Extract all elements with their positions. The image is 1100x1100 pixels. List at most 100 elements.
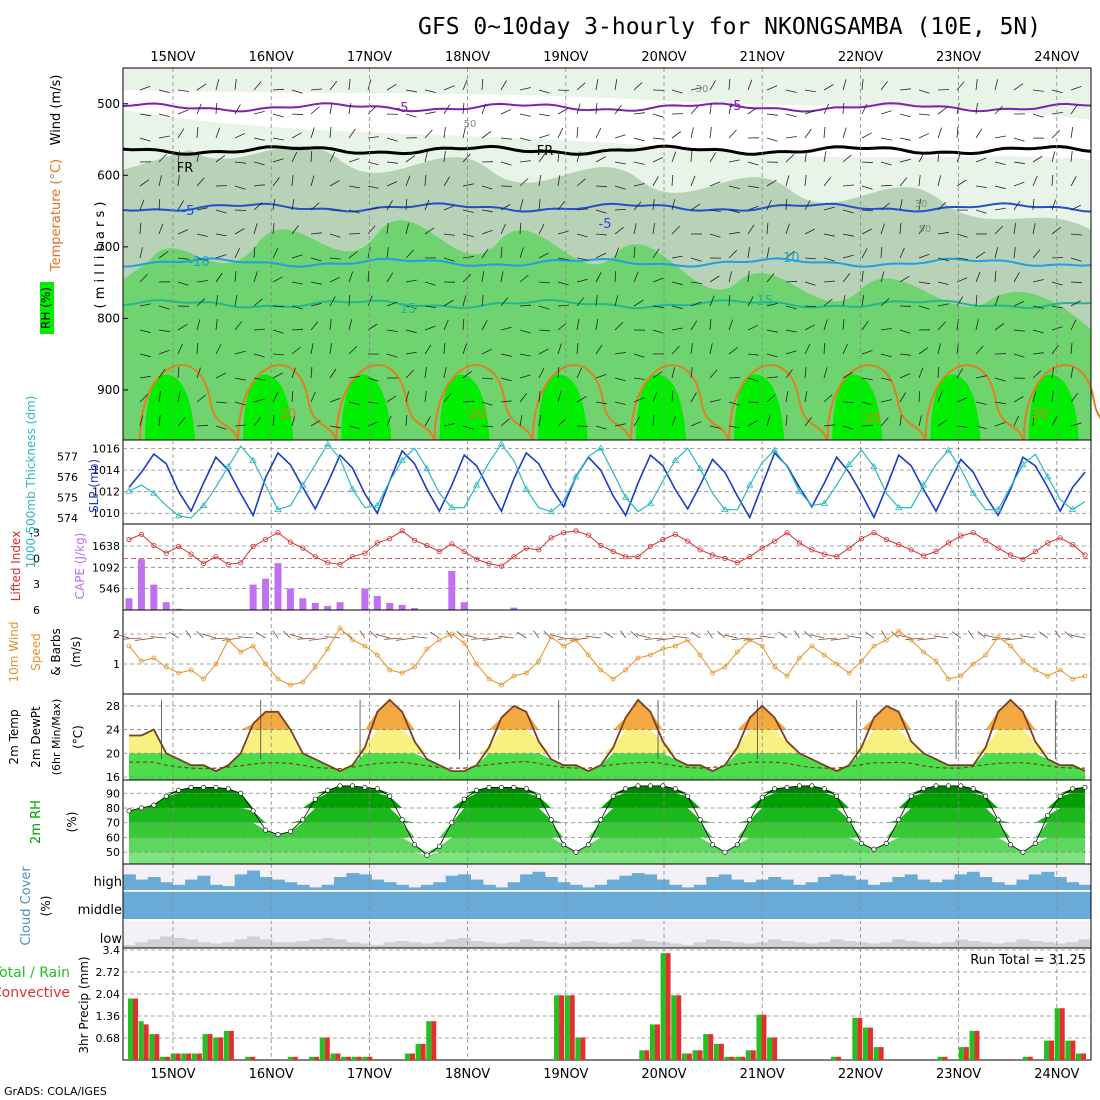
wind10-point (461, 640, 467, 646)
rh2m-band (129, 808, 1085, 823)
rh2m-point (561, 842, 567, 848)
thickness-line (128, 443, 1086, 519)
upper-wind-barb (196, 103, 202, 115)
upper-wind-barb (975, 319, 979, 331)
upper-wind-barb (177, 151, 180, 163)
upper-wind-barb (443, 205, 455, 211)
upper-wind-barb (1013, 353, 1025, 358)
upper-wind-barb (310, 150, 313, 163)
cloud-bar-middle (135, 891, 149, 919)
upper-wind-barb (253, 223, 258, 235)
wind10-point (946, 676, 951, 682)
cloud-bar-middle (346, 891, 360, 919)
upper-wind-barb (918, 175, 921, 187)
upper-wind-barb (1051, 199, 1056, 211)
wind10-barb (135, 637, 154, 641)
precip-total-label: Total / Rain (0, 965, 70, 981)
upper-wind-barb (1032, 352, 1044, 355)
upper-wind-barb (424, 367, 427, 379)
upper-wind-barb (671, 367, 675, 379)
rh2m-point (585, 842, 591, 848)
upper-wind-barb (1070, 281, 1083, 284)
upper-wind-barb (880, 298, 890, 307)
slp-tick: 1012 (92, 486, 120, 499)
upper-wind-barb (386, 272, 394, 283)
thickness-point (919, 481, 928, 488)
upper-wind-barb (234, 401, 246, 406)
precip-conv-bar (718, 1043, 724, 1060)
upper-wind-barb (348, 128, 356, 139)
upper-wind-barb (1051, 151, 1056, 163)
precip-conv-bar (250, 1056, 256, 1060)
upper-wind-barb (386, 137, 398, 142)
cloud-cover-panel: high middle low Cloud Cover (%) (19, 863, 1092, 949)
upper-wind-barb (766, 415, 771, 427)
upper-wind-barb (1070, 176, 1077, 187)
upper-wind-barb (785, 154, 795, 163)
cloud-bar-middle (172, 891, 186, 919)
rh2m-point (995, 817, 1001, 823)
wind10-point (734, 649, 740, 655)
upper-wind-barb (747, 107, 758, 115)
upper-wind-barb (386, 200, 393, 211)
upper-wind-barb (443, 233, 455, 236)
lifted-index-point (151, 542, 157, 549)
upper-wind-barb (975, 209, 987, 214)
lifted-index-point (598, 542, 604, 549)
rh2m-point (312, 796, 318, 802)
thickness-point (150, 489, 158, 496)
wind10-barb (880, 630, 887, 639)
upper-wind-barb (1070, 104, 1078, 115)
upper-wind-barb (481, 78, 484, 91)
slp-tick: 1014 (92, 464, 120, 477)
upper-wind-barb (500, 271, 504, 283)
cloud-bar-high (234, 874, 248, 890)
upper-wind-barb (785, 368, 793, 379)
isotherm-label: 15 (757, 294, 774, 309)
precip-total-bar (937, 1056, 943, 1060)
cloud-bar-middle (185, 891, 198, 919)
temp-band-mild (129, 729, 1085, 754)
upper-wind-barb (1032, 89, 1044, 92)
cloud-bar-middle (396, 891, 409, 919)
upper-wind-barb (842, 254, 854, 259)
cloud-low-bar (755, 942, 769, 948)
upper-wind-barb (975, 425, 987, 430)
upper-wind-barb (139, 329, 151, 333)
cloud-bar-high (1066, 882, 1080, 890)
upper-wind-barb (766, 302, 778, 307)
upper-wind-barb (804, 128, 812, 139)
upper-wind-barb (994, 295, 1000, 307)
cloud-low-bar (147, 939, 161, 948)
precip-total-bar (649, 1024, 655, 1060)
cloud-low-bar (259, 939, 273, 948)
precip-total-bar (852, 1017, 858, 1060)
upper-wind-barb (1013, 396, 1024, 403)
upper-wind-barb (215, 254, 227, 259)
cloud-bar-middle (867, 891, 881, 919)
cape-bar (311, 602, 319, 610)
upper-wind-barb (633, 353, 645, 358)
upper-wind-barb (918, 281, 930, 285)
upper-rh-label: RH (%) (39, 287, 53, 329)
upper-wind-barb (405, 198, 408, 211)
upper-wind-barb (1032, 329, 1044, 334)
upper-wind-barb (747, 296, 754, 307)
upper-wind-barb (1013, 223, 1016, 235)
upper-wind-barb (1032, 279, 1044, 283)
thickness-point (1019, 460, 1027, 467)
upper-wind-barb (367, 136, 379, 139)
precip-total-bar (554, 995, 560, 1060)
upper-wind-barb (823, 342, 826, 355)
upper-wind-barb (633, 183, 645, 187)
upper-wind-barb (766, 222, 769, 235)
upper-wind-barb (880, 399, 892, 403)
temp-band-warm (129, 699, 1085, 730)
upper-wind-barb (329, 151, 336, 163)
upper-wind-barb (595, 127, 602, 139)
upper-wind-barb (937, 419, 948, 427)
rh2m-point (772, 786, 778, 792)
upper-wind-barb (595, 156, 606, 163)
date-label-top: 23NOV (936, 50, 981, 65)
cloud-bar-middle (855, 891, 869, 919)
